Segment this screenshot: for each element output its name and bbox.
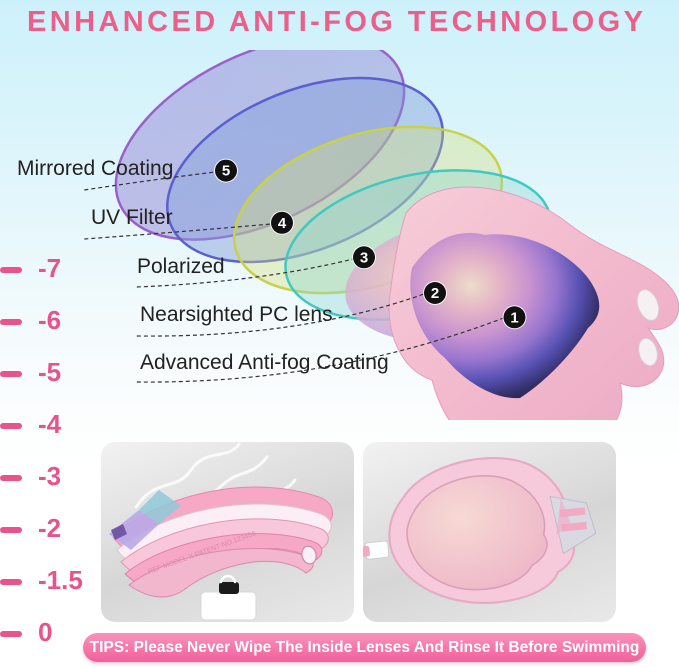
- svg-text:3: 3: [360, 249, 368, 266]
- svg-text:1: 1: [510, 309, 518, 326]
- svg-text:2: 2: [431, 285, 439, 302]
- svg-text:4: 4: [278, 215, 287, 232]
- svg-text:5: 5: [222, 163, 230, 180]
